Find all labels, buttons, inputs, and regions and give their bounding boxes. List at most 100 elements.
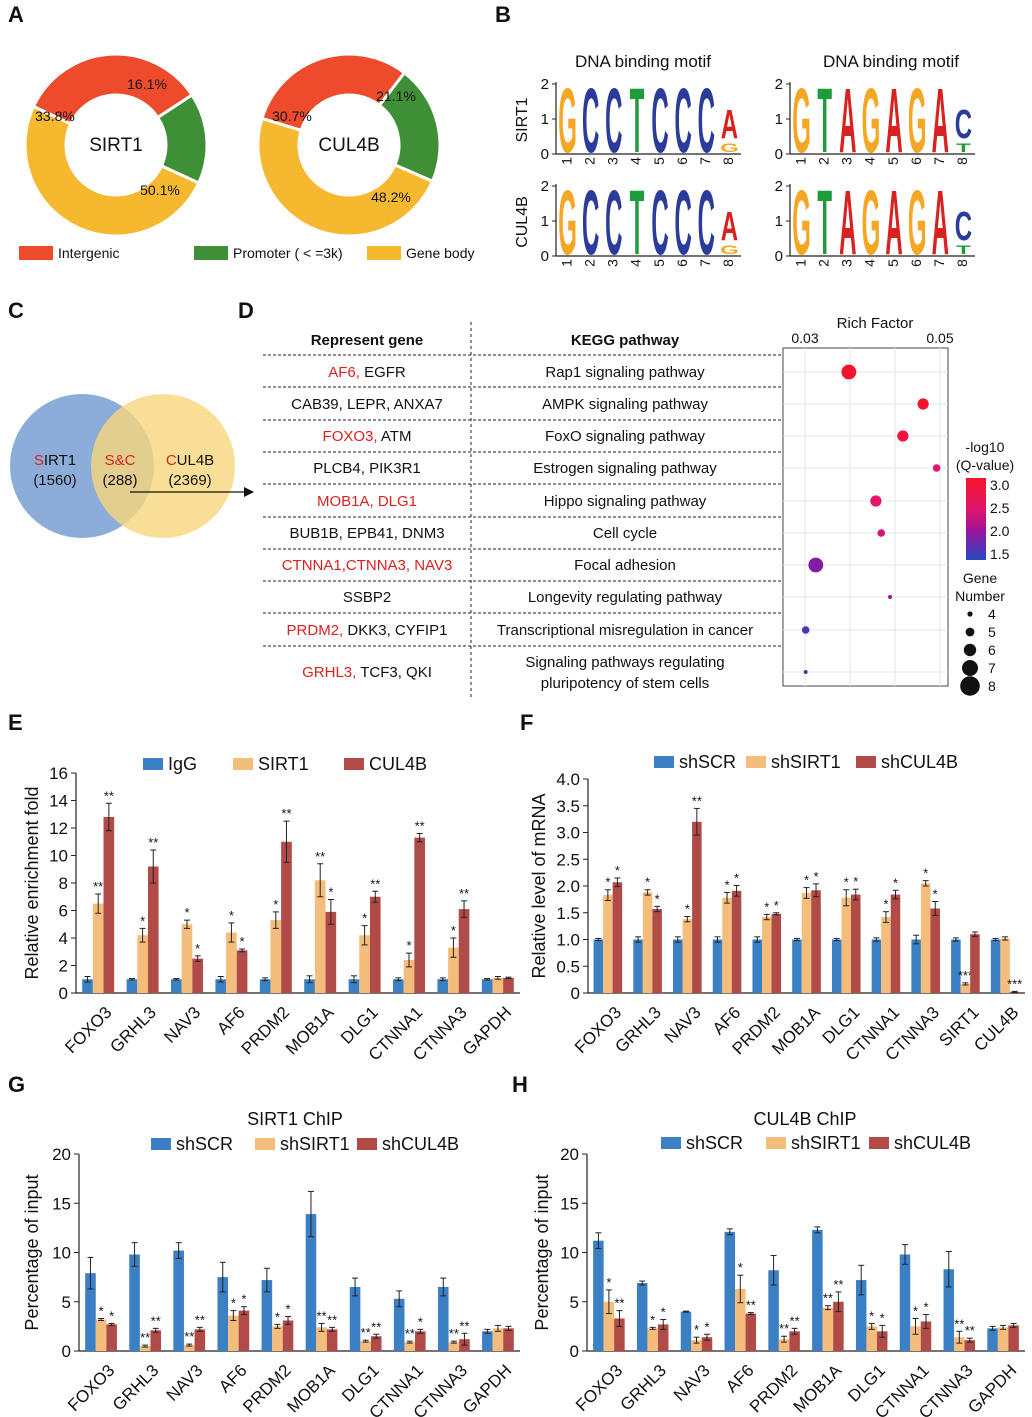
x-tick-label: PRDM2 <box>238 1003 294 1059</box>
position-label: 2 <box>815 259 831 267</box>
significance-label: ** <box>833 1277 843 1292</box>
colorbar-title: -log10 <box>966 439 1005 455</box>
colorbar <box>966 478 986 560</box>
bar <box>314 880 326 993</box>
panel-label-H: H <box>512 1072 528 1097</box>
bar <box>682 919 693 993</box>
legend-swatch <box>344 758 364 770</box>
bar <box>481 979 493 993</box>
bar <box>930 908 940 993</box>
bar <box>226 932 237 993</box>
slice-label: 16.1% <box>127 76 167 92</box>
legend-label: SIRT1 <box>258 754 309 774</box>
bar <box>997 1327 1009 1351</box>
row-label-cul4b: CUL4B <box>514 196 531 248</box>
bar <box>987 1328 998 1351</box>
table-cell-pathway: Cell cycle <box>593 525 657 542</box>
donut-chart-sirt1: 33.8% 16.1% 50.1% SIRT1 <box>23 52 209 238</box>
dotplot-point <box>888 595 893 599</box>
significance-label: * <box>109 1308 114 1323</box>
significance-label: * <box>606 1275 611 1290</box>
position-label: 2 <box>815 157 831 165</box>
logo-letter: A <box>885 172 902 275</box>
tick-label: 2 <box>775 178 783 195</box>
bar <box>960 983 971 993</box>
bar <box>82 979 93 993</box>
significance-label: ** <box>93 879 103 894</box>
bar <box>437 1286 449 1351</box>
table-cell-pathway: Hippo signaling pathway <box>544 493 707 510</box>
position-label: 5 <box>651 259 667 267</box>
position-label: 2 <box>581 259 597 267</box>
significance-label: *** <box>1007 976 1022 991</box>
position-label: 7 <box>931 157 947 165</box>
legend-label: shCUL4B <box>894 1133 971 1153</box>
y-axis-label: Relative level of mRNA <box>529 793 549 978</box>
y-tick-label: 2.0 <box>556 877 580 896</box>
bar <box>745 1313 757 1351</box>
bar <box>126 979 138 993</box>
logo-letter: C <box>675 70 692 173</box>
tick-label: 1 <box>775 111 783 128</box>
bar <box>349 1286 361 1351</box>
size-legend-label: 6 <box>988 642 996 658</box>
size-legend-title: Number <box>955 588 1005 604</box>
bar <box>173 1250 184 1351</box>
size-legend-label: 4 <box>988 606 996 622</box>
bar <box>850 894 861 993</box>
logo-letter: T <box>956 244 971 257</box>
bar <box>316 1327 327 1351</box>
y-tick-label: 0 <box>62 1342 71 1361</box>
logo-letter: G <box>558 70 577 173</box>
x-tick-label: AF6 <box>213 1003 248 1038</box>
position-label: 5 <box>885 157 901 165</box>
bar <box>657 1324 669 1351</box>
table-cell-genes: CAB39, LEPR, ANXA7 <box>291 396 443 413</box>
legend-swatch <box>151 1138 171 1150</box>
legend-label: shSCR <box>686 1133 743 1153</box>
legend-label: CUL4B <box>369 754 427 774</box>
size-legend-dot <box>960 676 980 696</box>
slice-label: 33.8% <box>35 108 75 124</box>
bar <box>150 1330 162 1351</box>
bar <box>636 1283 648 1351</box>
bar <box>503 1328 514 1351</box>
y-axis-label: Percentage of input <box>22 1174 42 1330</box>
bar <box>881 917 891 993</box>
table-cell-genes: AF6, EGFR <box>328 364 406 381</box>
bar <box>722 897 732 993</box>
x-tick-label: NAV3 <box>661 1003 705 1047</box>
bar <box>147 866 159 993</box>
dotplot-point <box>877 529 886 537</box>
bar <box>603 1301 615 1351</box>
x-tick-label: 0.03 <box>791 330 818 346</box>
bar <box>970 934 980 993</box>
logo-letter: G <box>792 172 811 275</box>
position-label: 1 <box>792 157 808 165</box>
y-tick-label: 16 <box>49 764 68 783</box>
bar <box>778 1339 790 1351</box>
significance-label: * <box>650 1312 655 1327</box>
venn-count-sirt1: (1560) <box>33 472 76 489</box>
bar <box>951 939 961 993</box>
significance-label: ** <box>459 1318 469 1333</box>
bar <box>183 1345 195 1351</box>
significance-label: * <box>893 875 898 890</box>
table-cell-genes: FOXO3, ATM <box>323 428 412 445</box>
legend-label: Promoter ( < =3k) <box>233 245 343 261</box>
position-label: 7 <box>697 259 713 267</box>
significance-label: ** <box>954 1316 964 1331</box>
logo-letter: A <box>885 70 902 173</box>
bar <box>259 979 271 993</box>
y-tick-label: 5 <box>62 1293 71 1312</box>
logo-letter: G <box>908 70 927 173</box>
logo-letter: G <box>862 172 881 275</box>
size-legend-title: Gene <box>963 570 997 586</box>
significance-label: ** <box>361 1325 371 1340</box>
bar <box>822 1307 834 1351</box>
colorbar-tick: 2.5 <box>990 500 1010 516</box>
bar <box>954 1337 965 1351</box>
bar <box>899 1254 911 1351</box>
tick-label: 0 <box>541 146 549 163</box>
motif-title: DNA binding motif <box>823 52 959 71</box>
